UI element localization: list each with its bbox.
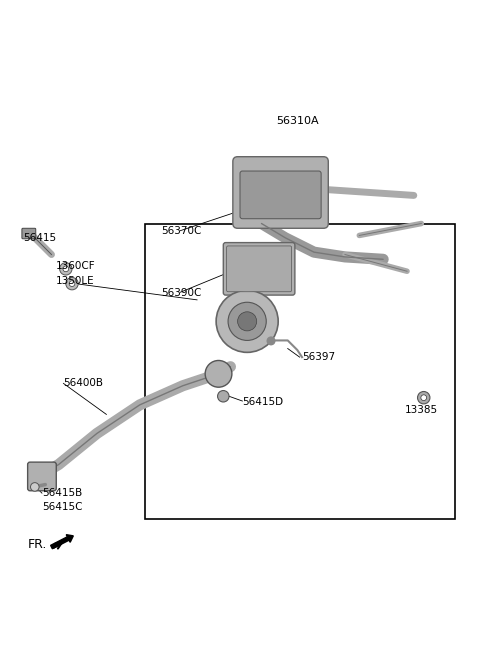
FancyBboxPatch shape [240, 171, 321, 219]
Text: 56415C: 56415C [42, 503, 83, 512]
Circle shape [421, 395, 427, 401]
FancyBboxPatch shape [233, 157, 328, 228]
Circle shape [228, 302, 266, 340]
FancyArrow shape [50, 535, 73, 549]
Text: 1360CF: 1360CF [56, 261, 96, 271]
Text: 56370C: 56370C [161, 225, 202, 236]
Text: 56415: 56415 [23, 233, 56, 243]
FancyBboxPatch shape [227, 246, 291, 292]
Circle shape [267, 337, 275, 345]
Text: 13385: 13385 [405, 405, 438, 415]
Circle shape [69, 281, 75, 286]
Text: 56415D: 56415D [242, 397, 284, 407]
Circle shape [63, 266, 69, 272]
Circle shape [238, 312, 257, 331]
Text: 56390C: 56390C [161, 288, 202, 298]
Text: FR.: FR. [28, 537, 47, 551]
Bar [144, 223, 455, 520]
FancyBboxPatch shape [22, 228, 36, 238]
Text: 1350LE: 1350LE [56, 276, 95, 286]
Circle shape [418, 392, 430, 404]
Circle shape [205, 361, 232, 387]
Text: 56397: 56397 [302, 352, 335, 362]
Circle shape [31, 483, 39, 491]
Circle shape [60, 263, 72, 275]
FancyBboxPatch shape [223, 242, 295, 295]
Text: 56415B: 56415B [42, 488, 82, 498]
Circle shape [217, 390, 229, 402]
Circle shape [216, 290, 278, 352]
FancyBboxPatch shape [28, 462, 56, 491]
Text: 56310A: 56310A [276, 116, 319, 126]
FancyArrowPatch shape [326, 190, 414, 195]
Circle shape [66, 277, 78, 290]
Text: 56400B: 56400B [63, 378, 103, 388]
